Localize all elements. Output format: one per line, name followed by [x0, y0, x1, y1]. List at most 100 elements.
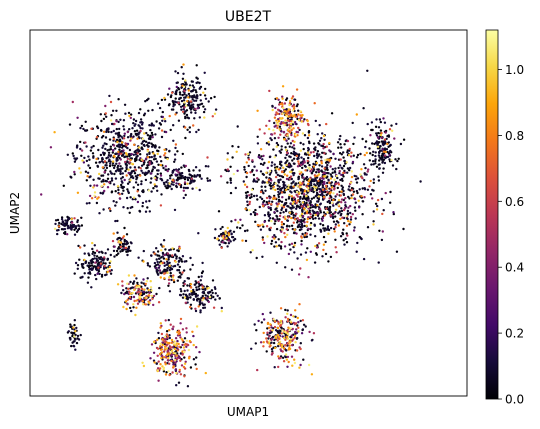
scatter-point	[166, 158, 168, 160]
scatter-point	[358, 200, 360, 202]
scatter-point	[109, 266, 111, 268]
scatter-point	[113, 156, 115, 158]
scatter-point	[324, 167, 326, 169]
scatter-point	[370, 193, 372, 195]
scatter-point	[174, 101, 176, 103]
scatter-point	[113, 123, 115, 125]
scatter-point	[202, 291, 204, 293]
scatter-point	[280, 231, 282, 233]
scatter-point	[349, 205, 351, 207]
scatter-point	[182, 328, 184, 330]
scatter-point	[313, 148, 315, 150]
scatter-point	[192, 106, 194, 108]
scatter-point	[284, 146, 286, 148]
scatter-point	[73, 324, 75, 326]
scatter-point	[271, 105, 273, 107]
scatter-point	[257, 136, 259, 138]
scatter-point	[106, 167, 108, 169]
scatter-point	[230, 182, 232, 184]
scatter-point	[249, 171, 251, 173]
scatter-point	[390, 124, 392, 126]
scatter-point	[337, 187, 339, 189]
scatter-point	[360, 176, 362, 178]
scatter-point	[66, 221, 68, 223]
scatter-point	[174, 93, 176, 95]
scatter-point	[363, 163, 365, 165]
scatter-point	[278, 238, 280, 240]
scatter-point	[268, 120, 270, 122]
scatter-point	[147, 277, 149, 279]
scatter-point	[287, 142, 289, 144]
scatter-point	[324, 214, 326, 216]
scatter-point	[268, 179, 270, 181]
scatter-point	[119, 193, 121, 195]
scatter-point	[263, 174, 265, 176]
scatter-point	[214, 286, 216, 288]
scatter-point	[109, 270, 111, 272]
scatter-point	[261, 198, 263, 200]
scatter-point	[275, 207, 277, 209]
scatter-point	[274, 137, 276, 139]
scatter-point	[187, 96, 189, 98]
scatter-point	[84, 252, 86, 254]
scatter-point	[353, 226, 355, 228]
scatter-point	[266, 235, 268, 237]
scatter-point	[290, 208, 292, 210]
scatter-point	[272, 198, 274, 200]
scatter-point	[305, 209, 307, 211]
scatter-point	[172, 179, 174, 181]
scatter-point	[372, 220, 374, 222]
scatter-point	[257, 320, 259, 322]
scatter-point	[112, 240, 114, 242]
scatter-point	[158, 360, 160, 362]
scatter-point	[282, 350, 284, 352]
scatter-point	[296, 155, 298, 157]
scatter-point	[75, 262, 77, 264]
scatter-point	[115, 110, 117, 112]
scatter-point	[277, 345, 279, 347]
scatter-point	[260, 163, 262, 165]
scatter-point	[150, 255, 152, 257]
scatter-point	[157, 332, 159, 334]
scatter-point	[297, 224, 299, 226]
scatter-point	[303, 118, 305, 120]
scatter-point	[144, 113, 146, 115]
scatter-point	[191, 293, 193, 295]
scatter-point	[318, 173, 320, 175]
scatter-point	[158, 146, 160, 148]
scatter-point	[158, 301, 160, 303]
scatter-point	[139, 121, 141, 123]
scatter-point	[287, 216, 289, 218]
scatter-point	[286, 359, 288, 361]
scatter-point	[288, 361, 290, 363]
scatter-point	[274, 219, 276, 221]
scatter-point	[132, 303, 134, 305]
scatter-point	[204, 307, 206, 309]
scatter-point	[192, 124, 194, 126]
scatter-point	[303, 218, 305, 220]
scatter-point	[270, 227, 272, 229]
scatter-point	[176, 249, 178, 251]
scatter-point	[167, 184, 169, 186]
scatter-point	[147, 142, 149, 144]
scatter-point	[389, 202, 391, 204]
scatter-point	[335, 251, 337, 253]
scatter-point	[180, 166, 182, 168]
scatter-point	[105, 112, 107, 114]
scatter-point	[293, 222, 295, 224]
scatter-point	[165, 356, 167, 358]
y-axis-label: UMAP2	[8, 192, 22, 234]
scatter-point	[72, 101, 74, 103]
scatter-point	[111, 177, 113, 179]
scatter-point	[104, 160, 106, 162]
scatter-point	[356, 113, 358, 115]
scatter-point	[212, 279, 214, 281]
scatter-point	[119, 250, 121, 252]
scatter-point	[313, 155, 315, 157]
scatter-point	[183, 103, 185, 105]
scatter-point	[244, 208, 246, 210]
scatter-point	[175, 182, 177, 184]
scatter-point	[195, 356, 197, 358]
scatter-point	[156, 363, 158, 365]
scatter-point	[183, 197, 185, 199]
